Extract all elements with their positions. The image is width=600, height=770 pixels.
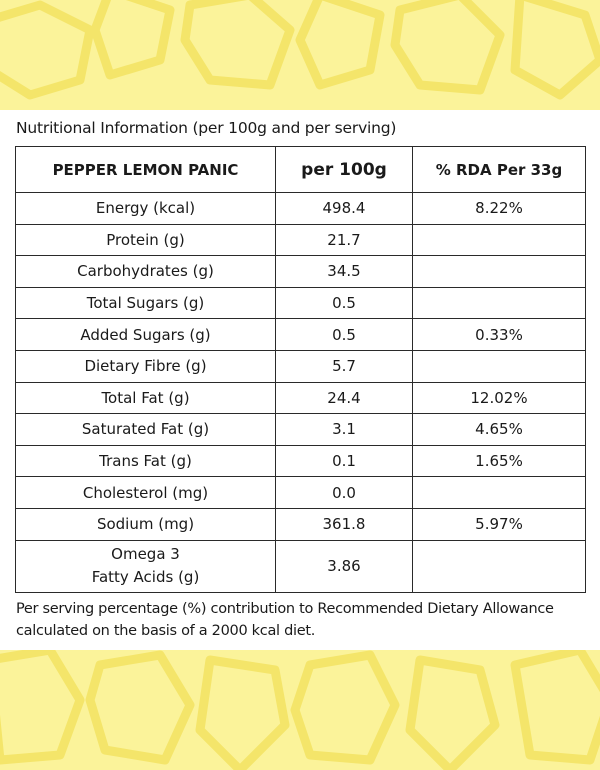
nutrient-cell: Total Sugars (g) (15, 286, 276, 320)
rda-cell (412, 539, 586, 593)
table-row: Carbohydrates (g) 34.5 (15, 255, 586, 288)
table-row: Saturated Fat (g) 3.1 4.65% (15, 413, 586, 446)
nutrient-cell: Protein (g) (15, 223, 276, 257)
rda-cell: 4.65% (412, 413, 586, 446)
rda-cell: 5.97% (412, 507, 586, 541)
nutrient-cell: Total Fat (g) (15, 381, 276, 415)
per100g-cell: 34.5 (275, 255, 413, 288)
per100g-cell: 0.5 (275, 286, 413, 320)
table-row: Sodium (mg) 361.8 5.97% (15, 507, 586, 541)
per100g-cell: 0.5 (275, 318, 413, 351)
per100g-cell: 498.4 (275, 192, 413, 225)
rda-cell: 1.65% (412, 444, 586, 478)
footnote-line: Per serving percentage (%) contribution … (16, 601, 554, 617)
table-row: Total Fat (g) 24.4 12.02% (15, 381, 586, 415)
header-row: PEPPER LEMON PANIC per 100g % RDA Per 33… (15, 146, 586, 193)
nutrient-cell: Sodium (mg) (15, 507, 276, 541)
nutrient-cell: Carbohydrates (g) (15, 255, 276, 288)
per100g-cell: 3.1 (275, 413, 413, 446)
nutrition-table: PEPPER LEMON PANIC per 100g % RDA Per 33… (15, 146, 586, 593)
per100g-cell: 24.4 (275, 381, 413, 415)
nutrient-cell: Saturated Fat (g) (15, 413, 276, 446)
table-row: Trans Fat (g) 0.1 1.65% (15, 444, 586, 478)
rda-cell (412, 223, 586, 257)
rda-cell: 8.22% (412, 192, 586, 225)
nutrient-cell: Added Sugars (g) (15, 318, 276, 351)
rda-cell: 0.33% (412, 318, 586, 351)
header-per-100g: per 100g (275, 146, 413, 193)
header-rda: % RDA Per 33g (412, 146, 586, 193)
nutrient-cell: Omega 3 Fatty Acids (g) (15, 539, 276, 593)
footnote-line: calculated on the basis of a 2000 kcal d… (16, 623, 316, 639)
nutrient-line: Omega 3 (111, 545, 180, 564)
table-row: Dietary Fibre (g) 5.7 (15, 349, 586, 383)
per100g-cell: 5.7 (275, 349, 413, 383)
table-row: Total Sugars (g) 0.5 (15, 286, 586, 320)
per100g-cell: 0.1 (275, 444, 413, 478)
rda-cell (412, 349, 586, 383)
table-row: Protein (g) 21.7 (15, 223, 586, 257)
rda-cell (412, 476, 586, 509)
table-row: Energy (kcal) 498.4 8.22% (15, 192, 586, 225)
nutrient-cell: Trans Fat (g) (15, 444, 276, 478)
per100g-cell: 361.8 (275, 507, 413, 541)
per100g-cell: 3.86 (275, 539, 413, 593)
nutrient-line: Fatty Acids (g) (91, 568, 200, 587)
nutrient-cell: Energy (kcal) (15, 192, 276, 225)
table-row: Cholesterol (mg) 0.0 (15, 476, 586, 509)
footnote: Per serving percentage (%) contribution … (16, 598, 586, 642)
rda-cell: 12.02% (412, 381, 586, 415)
rda-cell (412, 286, 586, 320)
rda-cell (412, 255, 586, 288)
nutrition-title: Nutritional Information (per 100g and pe… (16, 119, 397, 137)
per100g-cell: 0.0 (275, 476, 413, 509)
nutrient-cell: Dietary Fibre (g) (15, 349, 276, 383)
nutrient-cell: Cholesterol (mg) (15, 476, 276, 509)
table-row: Added Sugars (g) 0.5 0.33% (15, 318, 586, 351)
table-row: Omega 3 Fatty Acids (g) 3.86 (15, 539, 586, 593)
header-product-name: PEPPER LEMON PANIC (15, 146, 276, 193)
per100g-cell: 21.7 (275, 223, 413, 257)
